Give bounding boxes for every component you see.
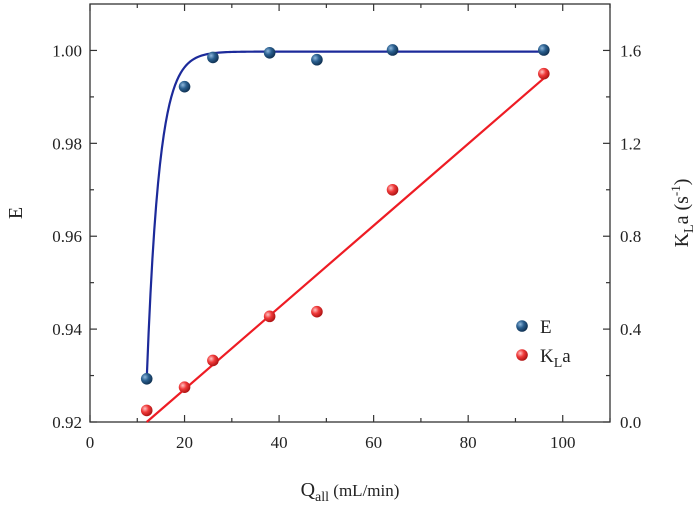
fit-lines — [145, 50, 545, 423]
left-tick-label: 0.94 — [52, 320, 82, 339]
left-tick-label: 0.96 — [52, 227, 82, 246]
plot-frame — [89, 3, 611, 423]
e-fit-curve — [145, 50, 544, 379]
left-tick-label: 1.00 — [52, 41, 82, 60]
legend-label-e: E — [540, 317, 552, 338]
legend-marker-kla — [516, 349, 528, 361]
kla-data-point — [207, 354, 219, 367]
x-tick-label: 20 — [176, 433, 193, 452]
x-tick-label: 100 — [550, 433, 576, 452]
right-y-axis-title: KLa (s-1) — [668, 179, 697, 248]
legend: E KLa — [516, 317, 571, 371]
e-data-point — [311, 53, 323, 66]
legend-entry-e: E — [516, 317, 552, 338]
x-axis-title: Qall (mL/min) — [301, 479, 400, 505]
kla-data-point — [311, 305, 323, 318]
legend-label-kla: KLa — [540, 346, 571, 371]
right-tick-label: 0.0 — [620, 413, 641, 432]
x-tick-label: 0 — [86, 433, 95, 452]
x-tick-label: 40 — [271, 433, 288, 452]
x-axis: 0 20 40 60 80 100 — [86, 4, 611, 452]
left-tick-label: 0.98 — [52, 134, 82, 153]
e-data-point — [178, 80, 191, 93]
e-data-point — [140, 373, 153, 385]
left-tick-label: 0.92 — [52, 413, 82, 432]
e-data-point — [386, 44, 399, 56]
data-points — [140, 44, 550, 417]
kla-data-point — [140, 404, 153, 417]
kla-fit-line — [146, 77, 545, 423]
kla-data-point — [538, 67, 550, 80]
kla-data-point — [263, 310, 276, 323]
x-tick-label: 80 — [460, 433, 477, 452]
legend-entry-kla: KLa — [516, 346, 571, 371]
left-y-axis-title: E — [5, 207, 27, 219]
right-y-axis: 0.0 0.4 0.8 1.2 1.6 — [603, 41, 642, 432]
legend-marker-e — [516, 320, 528, 332]
e-data-point — [263, 46, 276, 59]
right-tick-label: 0.4 — [620, 320, 642, 339]
right-tick-label: 1.6 — [620, 41, 641, 60]
left-y-axis: 0.92 0.94 0.96 0.98 1.00 — [52, 41, 97, 432]
right-tick-label: 0.8 — [620, 227, 641, 246]
e-data-point — [207, 51, 219, 64]
e-data-point — [538, 44, 550, 56]
kla-data-point — [386, 183, 399, 196]
kla-data-point — [178, 381, 191, 393]
x-tick-label: 60 — [365, 433, 382, 452]
right-tick-label: 1.2 — [620, 134, 641, 153]
